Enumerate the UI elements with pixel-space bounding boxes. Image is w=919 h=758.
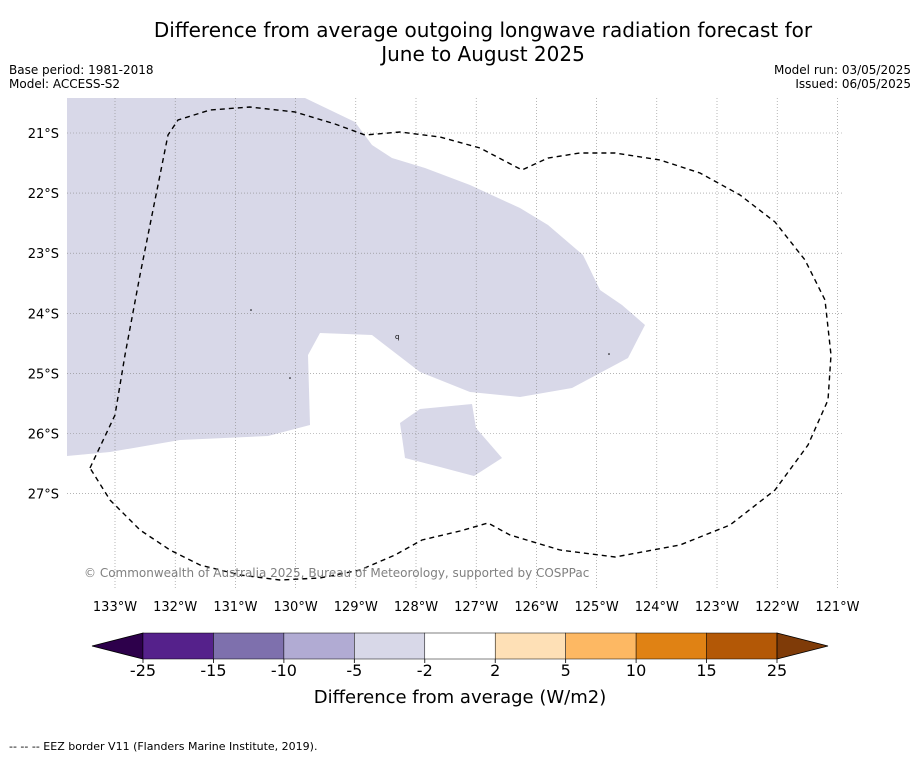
anomaly-region-south: [400, 404, 502, 476]
longitude-label: 128°W: [394, 600, 438, 615]
meta-right: Model run: 03/05/2025 Issued: 06/05/2025: [774, 63, 911, 91]
colorbar-segment: [213, 632, 285, 660]
colorbar-segment: [283, 632, 355, 660]
colorbar-under-arrow: [91, 632, 144, 660]
latitude-label: 21°S: [28, 127, 59, 142]
base-period: Base period: 1981-2018: [9, 63, 154, 77]
longitude-label: 123°W: [695, 600, 739, 615]
colorbar-tick-label: 25: [767, 661, 787, 680]
gridlines: [67, 98, 843, 590]
latitude-label: 25°S: [28, 367, 59, 382]
colorbar-segment: [424, 632, 496, 660]
longitude-label: 130°W: [274, 600, 318, 615]
colorbar-tick-label: 2: [490, 661, 500, 680]
latitude-label: 27°S: [28, 488, 59, 503]
colorbar-segment: [354, 632, 426, 660]
meta-left: Base period: 1981-2018 Model: ACCESS-S2: [9, 63, 154, 91]
colorbar: -25 -15 -10 -5 -2 2 5 10 15 25: [91, 632, 829, 680]
colorbar-label: Difference from average (W/m2): [314, 687, 606, 708]
colorbar-segment: [706, 632, 778, 660]
model-name: Model: ACCESS-S2: [9, 77, 121, 91]
longitude-labels: 133°W 132°W 131°W 130°W 129°W 128°W 127°W 126°W…: [93, 600, 860, 615]
colorbar-segment: [635, 632, 707, 660]
eez-footnote: -- -- -- EEZ border V11 (Flanders Marine…: [9, 740, 318, 753]
latitude-label: 24°S: [28, 307, 59, 322]
longitude-label: 127°W: [454, 600, 498, 615]
colorbar-tick-label: -2: [417, 661, 433, 680]
island-mark: q: [395, 333, 399, 341]
longitude-label: 125°W: [575, 600, 619, 615]
longitude-label: 133°W: [93, 600, 137, 615]
colorbar-tick-label: 10: [626, 661, 646, 680]
title-line-2: June to August 2025: [381, 42, 585, 66]
latitude-label: 22°S: [28, 187, 59, 202]
colorbar-segment: [494, 632, 566, 660]
issued-date: Issued: 06/05/2025: [795, 77, 911, 91]
longitude-label: 132°W: [153, 600, 197, 615]
colorbar-tick-label: -25: [130, 661, 156, 680]
longitude-label: 121°W: [815, 600, 859, 615]
model-run: Model run: 03/05/2025: [773, 63, 911, 77]
copyright-notice: © Commonwealth of Australia 2025, Bureau…: [84, 566, 589, 580]
latitude-label: 23°S: [28, 247, 59, 262]
chart-title: Difference from average outgoing longwav…: [0, 18, 919, 66]
colorbar-tick-label: -10: [271, 661, 297, 680]
island-dot: [289, 377, 291, 379]
latitude-labels: 21°S 22°S 23°S 24°S 25°S 26°S 27°S: [28, 127, 59, 503]
island-dot: [608, 353, 610, 355]
latitude-label: 26°S: [28, 428, 59, 443]
longitude-label: 124°W: [635, 600, 679, 615]
longitude-label: 122°W: [755, 600, 799, 615]
colorbar-over-arrow: [776, 632, 829, 660]
colorbar-tick-label: 5: [561, 661, 571, 680]
colorbar-segment: [142, 632, 214, 660]
anomaly-region-main: [67, 98, 645, 456]
title-line-1: Difference from average outgoing longwav…: [153, 18, 813, 42]
colorbar-tick-label: -15: [200, 661, 226, 680]
colorbar-tick-label: -5: [346, 661, 362, 680]
longitude-label: 129°W: [334, 600, 378, 615]
island-dot: [250, 309, 252, 311]
longitude-label: 126°W: [514, 600, 558, 615]
longitude-label: 131°W: [213, 600, 257, 615]
colorbar-tick-label: 15: [696, 661, 716, 680]
colorbar-segment: [565, 632, 637, 660]
